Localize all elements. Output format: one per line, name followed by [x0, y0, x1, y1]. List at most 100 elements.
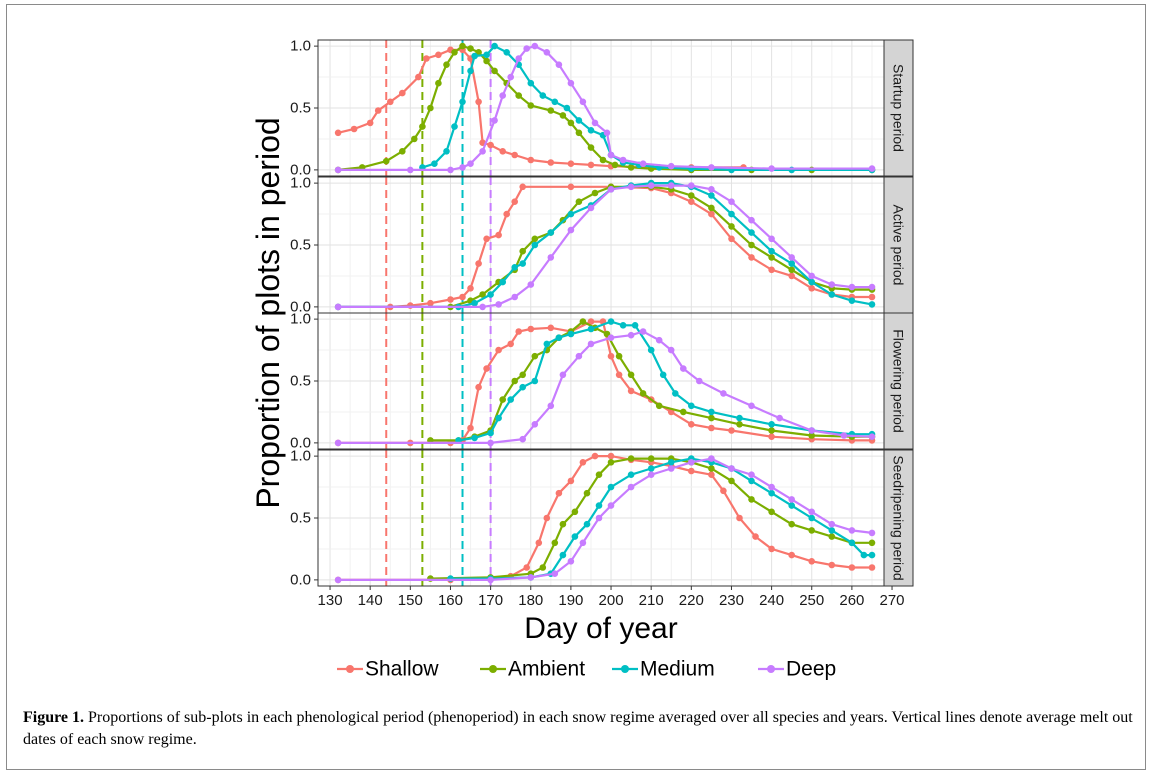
- data-point-deep: [531, 42, 539, 50]
- x-tick-label: 160: [438, 592, 463, 609]
- data-point-deep: [515, 55, 522, 62]
- data-point-shallow: [627, 387, 635, 395]
- data-point-ambient: [539, 564, 547, 571]
- data-point-medium: [848, 297, 856, 305]
- data-point-medium: [728, 210, 735, 218]
- data-point-deep: [768, 165, 775, 172]
- data-point-medium: [808, 514, 815, 522]
- data-point-ambient: [828, 533, 836, 540]
- data-point-medium: [672, 390, 679, 397]
- data-point-ambient: [511, 377, 518, 385]
- panel-active-period: Active period 0.0 0.5 1.0: [290, 175, 914, 315]
- data-point-deep: [527, 281, 535, 288]
- data-point-deep: [487, 439, 494, 447]
- data-point-deep: [334, 439, 342, 447]
- y-tick-label: 0.0: [290, 434, 311, 451]
- data-point-ambient: [551, 539, 559, 547]
- data-point-shallow: [615, 371, 623, 379]
- data-point-deep: [688, 182, 695, 189]
- data-point-shallow: [374, 107, 382, 114]
- data-point-shallow: [768, 266, 775, 274]
- y-tick-label: 0.5: [290, 237, 311, 254]
- data-point-medium: [768, 421, 775, 428]
- data-point-medium: [467, 67, 474, 75]
- data-point-shallow: [607, 352, 615, 360]
- data-point-deep: [334, 303, 342, 311]
- data-point-medium: [748, 477, 755, 485]
- data-point-ambient: [519, 371, 526, 379]
- legend-label: Deep: [786, 658, 836, 681]
- data-point-shallow: [607, 452, 615, 460]
- data-point-shallow: [736, 514, 743, 522]
- data-point-shallow: [555, 489, 563, 497]
- panel-seedripening-period: Seedripening period 0.0 0.5 1.0: [290, 448, 914, 588]
- data-point-ambient: [611, 161, 619, 169]
- data-point-medium: [459, 98, 466, 106]
- data-point-medium: [788, 502, 795, 509]
- x-tick-label: 210: [639, 592, 664, 609]
- facet-strip: [883, 176, 914, 314]
- data-point-shallow: [507, 340, 514, 348]
- data-point-deep: [667, 162, 675, 170]
- data-point-medium: [708, 408, 715, 416]
- legend-label: Shallow: [365, 658, 439, 681]
- data-point-shallow: [728, 235, 735, 243]
- y-tick-label: 1.0: [290, 175, 311, 192]
- data-point-deep: [868, 165, 876, 172]
- data-point-ambient: [748, 496, 755, 503]
- y-tick-label: 0.0: [290, 298, 311, 315]
- data-point-deep: [868, 433, 876, 441]
- data-point-ambient: [680, 408, 687, 416]
- data-point-medium: [471, 299, 478, 307]
- data-point-deep: [547, 254, 555, 261]
- data-point-deep: [708, 186, 715, 193]
- y-axis-title: Proportion of plots in period: [250, 117, 286, 508]
- data-point-deep: [507, 73, 514, 81]
- data-point-shallow: [415, 73, 422, 81]
- data-point-ambient: [591, 189, 599, 197]
- data-point-shallow: [334, 129, 342, 137]
- data-point-ambient: [748, 241, 755, 249]
- data-point-medium: [539, 92, 547, 99]
- data-point-medium: [788, 260, 795, 267]
- data-point-medium: [551, 98, 559, 106]
- x-tick-label: 230: [719, 592, 744, 609]
- data-point-medium: [587, 127, 595, 134]
- data-point-ambient: [575, 129, 583, 137]
- data-point-shallow: [459, 293, 466, 301]
- data-point-deep: [647, 182, 655, 189]
- data-point-shallow: [591, 452, 599, 460]
- data-point-ambient: [571, 508, 579, 516]
- data-point-ambient: [382, 157, 390, 165]
- data-point-shallow: [868, 293, 876, 301]
- x-tick-label: 270: [880, 592, 905, 609]
- data-point-shallow: [848, 564, 856, 571]
- figure-frame: [6, 4, 1146, 770]
- data-point-ambient: [547, 107, 555, 114]
- x-axis-title: Day of year: [524, 612, 677, 645]
- data-point-shallow: [527, 325, 535, 333]
- data-point-shallow: [543, 514, 551, 522]
- data-point-ambient: [639, 390, 647, 397]
- data-point-deep: [523, 45, 530, 52]
- data-point-deep: [607, 334, 615, 342]
- data-point-shallow: [808, 285, 815, 292]
- data-point-shallow: [495, 346, 502, 354]
- data-point-medium: [667, 459, 675, 466]
- data-point-ambient: [567, 119, 575, 127]
- data-point-medium: [519, 260, 526, 267]
- data-point-shallow: [567, 160, 575, 167]
- data-point-deep: [667, 465, 675, 472]
- data-point-deep: [808, 272, 815, 280]
- legend-key-point: [767, 665, 775, 673]
- data-point-deep: [567, 558, 575, 565]
- data-point-ambient: [467, 45, 474, 52]
- data-point-ambient: [419, 123, 426, 130]
- data-point-deep: [768, 235, 775, 243]
- x-tick-label: 130: [318, 592, 343, 609]
- data-point-deep: [748, 216, 755, 224]
- data-point-ambient: [768, 427, 775, 434]
- data-point-medium: [587, 325, 595, 333]
- data-point-medium: [487, 429, 494, 437]
- data-point-deep: [479, 148, 486, 155]
